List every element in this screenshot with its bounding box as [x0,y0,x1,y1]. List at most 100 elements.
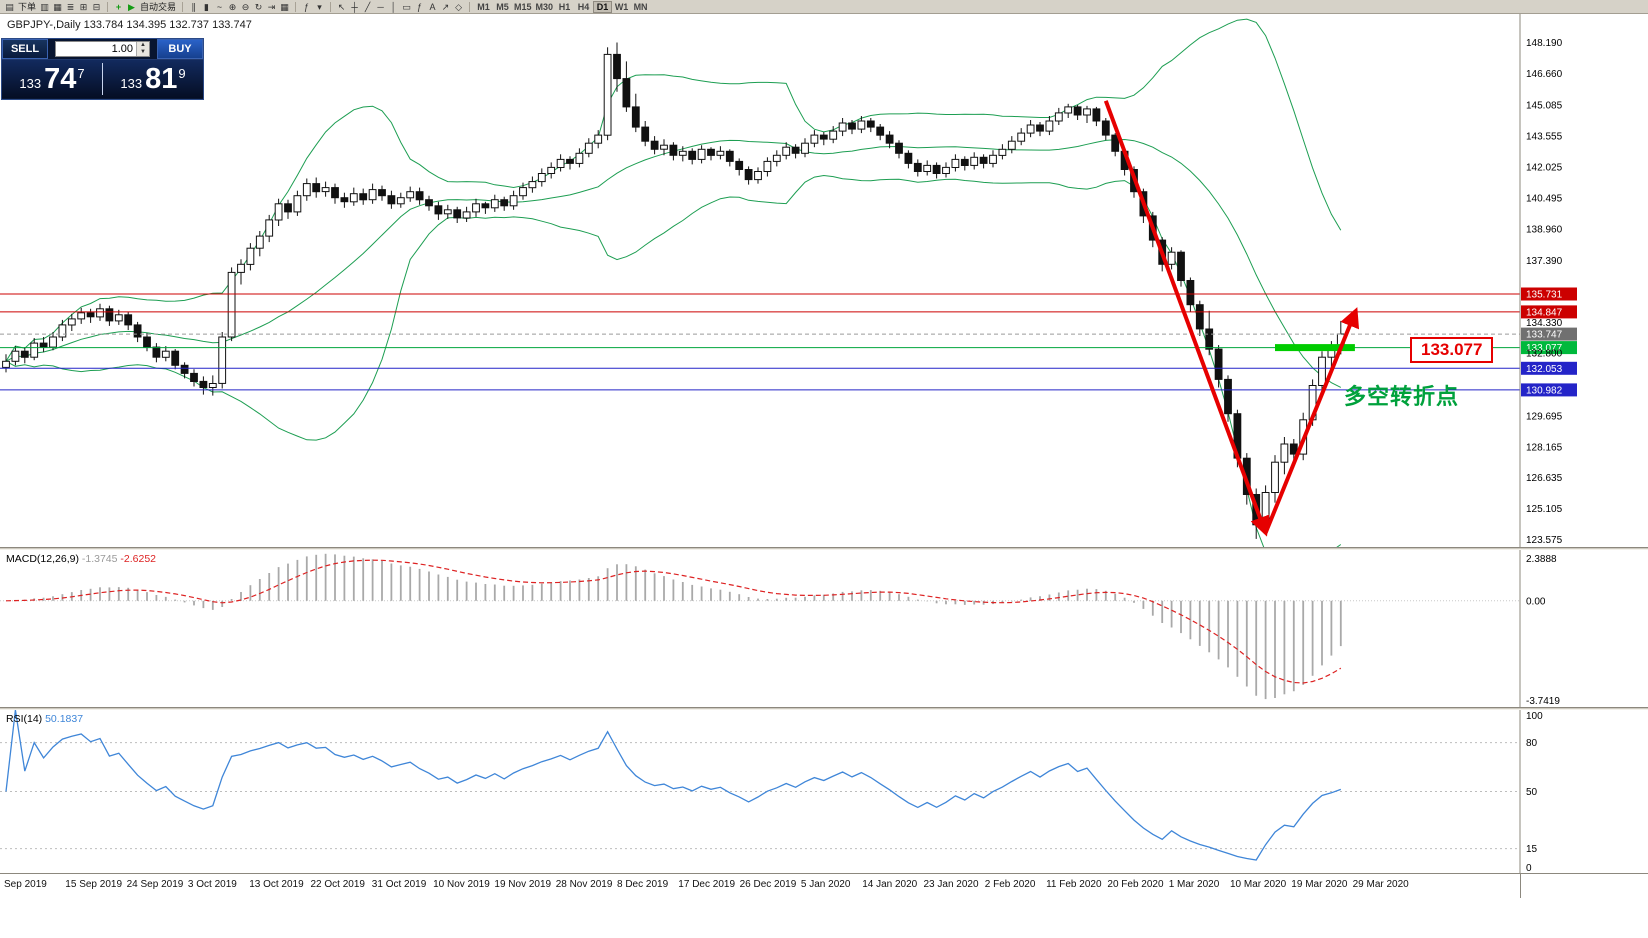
cursor-icon[interactable]: ↖ [337,1,346,12]
auto-scroll-icon[interactable]: ↻ [254,1,263,12]
new-order-icon-label[interactable]: 下单 [18,2,37,12]
svg-text:-3.7419: -3.7419 [1526,696,1560,707]
profiles-icon[interactable]: ▦ [53,1,62,12]
chart-window-icon[interactable]: ▥ [40,1,49,12]
line-chart-icon[interactable]: ~ [216,1,223,12]
bar-chart-icon[interactable]: ∥ [191,1,196,12]
time-axis-label: 10 Mar 2020 [1230,879,1287,890]
sell-price-prefix: 133 [19,75,42,91]
svg-text:0: 0 [1526,863,1532,873]
vertical-line-icon[interactable]: │ [390,1,397,12]
key-level-line-tag [1521,341,1577,355]
chart-shift-icon[interactable]: ⇥ [267,1,276,12]
indicators-add-icon[interactable]: + [115,1,122,12]
buy-button[interactable]: BUY [157,39,203,59]
trendline-icon[interactable]: ╱ [364,1,371,12]
svg-text:133.077: 133.077 [1526,343,1563,354]
svg-text:126.635: 126.635 [1526,473,1563,484]
timeframe-w1-button[interactable]: W1 [614,1,629,12]
rsi-indicator-panel[interactable]: 100 80 50 15 0 RSI(14) 50.1837 [0,710,1648,873]
lot-decrease-button[interactable]: ▼ [137,49,149,56]
svg-text:138.960: 138.960 [1526,224,1563,235]
timeframe-m5-button[interactable]: M5 [496,1,509,12]
time-axis-label: 26 Dec 2019 [739,879,797,890]
key-level-zone[interactable] [1275,344,1355,352]
time-axis-label: 8 Dec 2019 [617,879,669,890]
arrow-tool-icon[interactable]: ↗ [441,1,450,12]
market-watch-icon[interactable]: ≣ [66,1,75,12]
macd-indicator-panel[interactable]: 2.3888 0.00 -3.7419 MACD(12,26,9) -1.3745 -… [0,550,1648,707]
macd-signal-line [5,559,1342,684]
timeframe-m30-button[interactable]: M30 [535,1,554,12]
rsi-panel-divider[interactable] [0,707,1648,710]
bollinger-bands [5,18,1342,547]
toolbar-separator [182,1,184,12]
auto-trading-icon-label[interactable]: 自动交易 [140,2,177,12]
macd-panel-divider[interactable] [0,547,1648,550]
svg-text:134.330: 134.330 [1526,318,1563,329]
macd-label: MACD(12,26,9) -1.3745 -2.6252 [6,553,156,565]
svg-text:132.053: 132.053 [1526,364,1563,375]
time-axis-label: 3 Oct 2019 [187,879,237,890]
sell-button[interactable]: SELL [2,39,48,59]
svg-text:132.800: 132.800 [1526,349,1563,360]
crosshair-icon[interactable]: ┼ [351,1,358,12]
templates-icon[interactable]: ▾ [317,1,322,12]
text-label-icon[interactable]: A [429,1,436,12]
time-axis-label: 10 Nov 2019 [433,879,490,890]
svg-text:142.025: 142.025 [1526,162,1563,173]
timeframe-d1-button[interactable]: D1 [593,0,613,13]
time-axis-label: 22 Oct 2019 [310,879,365,890]
macd-histogram [14,553,1342,700]
zoom-in-icon[interactable]: ⊕ [228,1,237,12]
svg-text:145.085: 145.085 [1526,101,1563,112]
buy-price-display[interactable]: 133 81 9 [103,60,203,98]
lot-size-input[interactable] [56,42,136,56]
timeframe-h1-button[interactable]: H1 [558,1,571,12]
grid-icon[interactable]: ▦ [280,1,289,12]
time-axis-label: 2 Feb 2020 [984,879,1036,890]
turning-point-note[interactable]: 多空转折点 [1344,384,1460,409]
resistance-line-1-tag [1521,287,1577,301]
time-axis-label: 28 Nov 2019 [555,879,613,890]
new-order-icon[interactable]: ▤ [5,1,14,12]
support-line-2-tag [1521,383,1577,397]
timeframe-m15-button[interactable]: M15 [514,1,532,12]
trend-arrows[interactable] [1103,100,1360,537]
lot-size-field: ▲ ▼ [55,41,150,57]
zoom-out-icon[interactable]: ⊖ [241,1,250,12]
indicator-list-icon[interactable]: ƒ [304,1,310,12]
timeframe-m1-button[interactable]: M1 [477,1,490,12]
timeframe-h4-button[interactable]: H4 [577,1,590,12]
resistance-line-2-tag [1521,305,1577,319]
navigator-icon[interactable]: ⊞ [79,1,88,12]
price-axis: 148.190 146.660 145.085 143.555 142.025 140.4… [1526,38,1563,546]
main-price-chart[interactable]: 135.731 134.847 133.747 133.077 132.053 130.9… [0,14,1648,547]
candlestick-chart-icon[interactable]: ▮ [204,1,209,12]
sell-price-display[interactable]: 133 74 7 [2,60,102,98]
key-price-callout[interactable]: 133.077 [1410,337,1494,363]
svg-text:134.847: 134.847 [1526,307,1563,318]
channel-icon[interactable]: ▭ [402,1,411,12]
time-axis[interactable]: Sep 2019 15 Sep 2019 24 Sep 2019 3 Oct 2019… [0,873,1648,898]
svg-text:148.190: 148.190 [1526,38,1563,49]
terminal-icon[interactable]: ⊟ [92,1,101,12]
svg-text:0.00: 0.00 [1526,596,1546,607]
time-axis-label: 17 Dec 2019 [678,879,736,890]
current-bid-line-tag [1521,327,1577,341]
toolbar-separator [295,1,297,12]
fibonacci-icon[interactable]: ƒ [417,1,423,12]
timeframe-mn-button[interactable]: MN [633,1,648,12]
svg-text:130.982: 130.982 [1526,385,1563,396]
support-line-1-tag [1521,361,1577,375]
auto-trading-icon[interactable]: ▶ [128,1,135,12]
svg-text:140.495: 140.495 [1526,193,1563,204]
one-click-trading-panel: SELL ▲ ▼ BUY 133 74 7 133 81 9 [1,38,204,100]
shapes-icon[interactable]: ◇ [455,1,462,12]
price-lines[interactable]: 135.731 134.847 133.747 133.077 132.053 130.9… [0,287,1577,397]
lot-increase-button[interactable]: ▲ [137,42,149,49]
horizontal-line-icon[interactable]: ─ [377,1,384,12]
svg-text:146.660: 146.660 [1526,69,1563,80]
time-axis-label: 31 Oct 2019 [371,879,427,890]
